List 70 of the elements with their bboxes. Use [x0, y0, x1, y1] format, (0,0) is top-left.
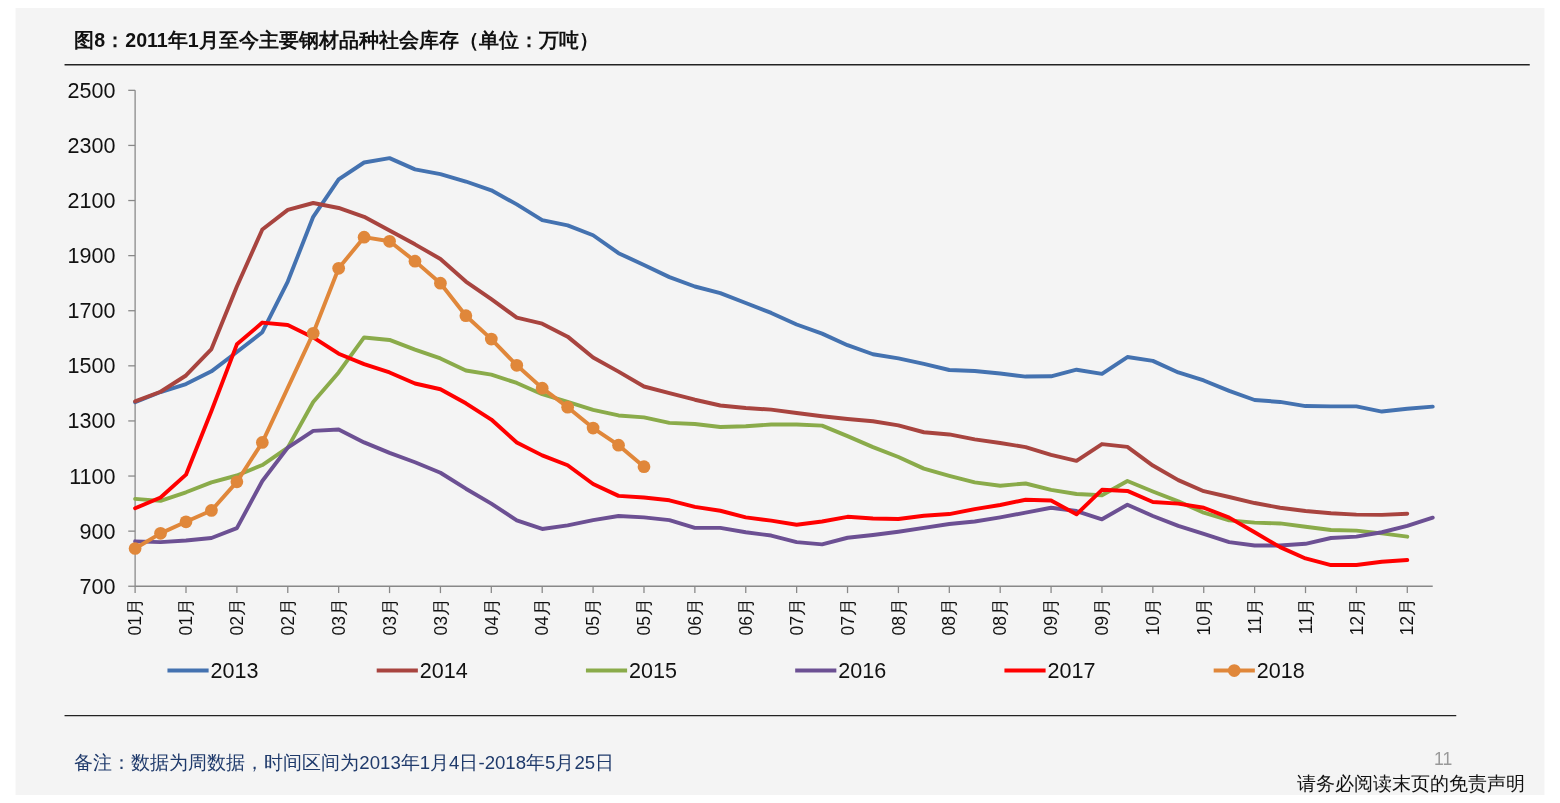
- x-tick-label: 11月: [1244, 598, 1265, 635]
- x-tick-label: 05月: [634, 598, 655, 636]
- line-series: [133, 335, 1410, 539]
- point: [230, 475, 244, 489]
- point: [535, 381, 549, 395]
- legend-label: 2016: [838, 658, 887, 684]
- x-tick-label: 02月: [227, 598, 248, 636]
- line-series: [133, 156, 1435, 414]
- line-series: [133, 201, 1410, 517]
- y-tick-label: 700: [79, 573, 116, 599]
- y-tick-label: 2100: [67, 188, 116, 214]
- x-tick-label: 01月: [176, 598, 197, 636]
- x-tick-label: 09月: [1041, 598, 1062, 636]
- point: [434, 276, 447, 290]
- x-tick-label: 12月: [1397, 598, 1418, 636]
- x-tick-label: 07月: [786, 598, 807, 636]
- point: [612, 438, 625, 452]
- point: [408, 254, 422, 268]
- point: [637, 460, 651, 474]
- legend-label: 2015: [629, 658, 678, 684]
- x-tick-label: 08月: [888, 598, 909, 636]
- text: 备注：数据为周数据，时间区间为2013年1月4日-2018年5月25日: [74, 751, 615, 773]
- x-tick-label: 04月: [481, 598, 502, 636]
- point: [586, 421, 600, 435]
- point: [484, 332, 498, 346]
- x-tick-label: 10月: [1143, 598, 1164, 636]
- legend-label: 2013: [210, 658, 259, 684]
- point: [128, 542, 142, 555]
- y-tick-label: 1300: [67, 408, 116, 434]
- x-tick-label: 04月: [532, 598, 553, 636]
- y-tick-label: 1100: [69, 463, 116, 489]
- x-tick-label: 06月: [685, 598, 706, 636]
- y-tick-label: 1700: [67, 298, 116, 324]
- point: [332, 261, 346, 275]
- y-tick-label: 900: [79, 518, 116, 544]
- x-tick-label: 11月: [1295, 598, 1316, 635]
- chart-title: 图8：2011年1月至今主要钢材品种社会库存（单位：万吨）: [74, 29, 599, 52]
- legend-label: 2017: [1047, 658, 1096, 684]
- x-tick-label: 02月: [277, 598, 298, 636]
- x-tick-label: 01月: [125, 598, 146, 636]
- x-tick-label: 07月: [837, 598, 858, 636]
- point: [255, 436, 269, 449]
- point: [383, 234, 396, 248]
- y-tick-label: 2500: [67, 77, 116, 103]
- point: [179, 515, 193, 529]
- line-series: [133, 320, 1410, 567]
- text: 11: [1434, 748, 1453, 769]
- legend-label: 2014: [419, 658, 468, 684]
- x-tick-label: 09月: [1092, 598, 1113, 636]
- x-tick-label: 10月: [1193, 598, 1214, 636]
- x-tick-label: 06月: [735, 598, 756, 636]
- x-tick-label: 03月: [379, 598, 400, 636]
- x-tick-label: 12月: [1346, 598, 1367, 636]
- x-tick-label: 03月: [328, 598, 349, 636]
- point: [154, 526, 167, 540]
- point: [306, 326, 320, 340]
- legend-label: 2018: [1256, 658, 1305, 684]
- point: [459, 309, 473, 323]
- point: [357, 230, 371, 244]
- x-tick-label: 08月: [990, 598, 1011, 636]
- x-tick-label: 08月: [939, 598, 960, 636]
- point: [510, 358, 524, 372]
- x-tick-label: 05月: [583, 598, 604, 636]
- y-tick-label: 1900: [67, 243, 116, 269]
- y-tick-label: 1500: [67, 353, 116, 379]
- x-tick-label: 03月: [430, 598, 451, 636]
- y-tick-label: 2300: [67, 132, 116, 158]
- point: [205, 504, 218, 517]
- point: [561, 400, 575, 414]
- text: 请务必阅读末页的免责声明: [1296, 773, 1525, 795]
